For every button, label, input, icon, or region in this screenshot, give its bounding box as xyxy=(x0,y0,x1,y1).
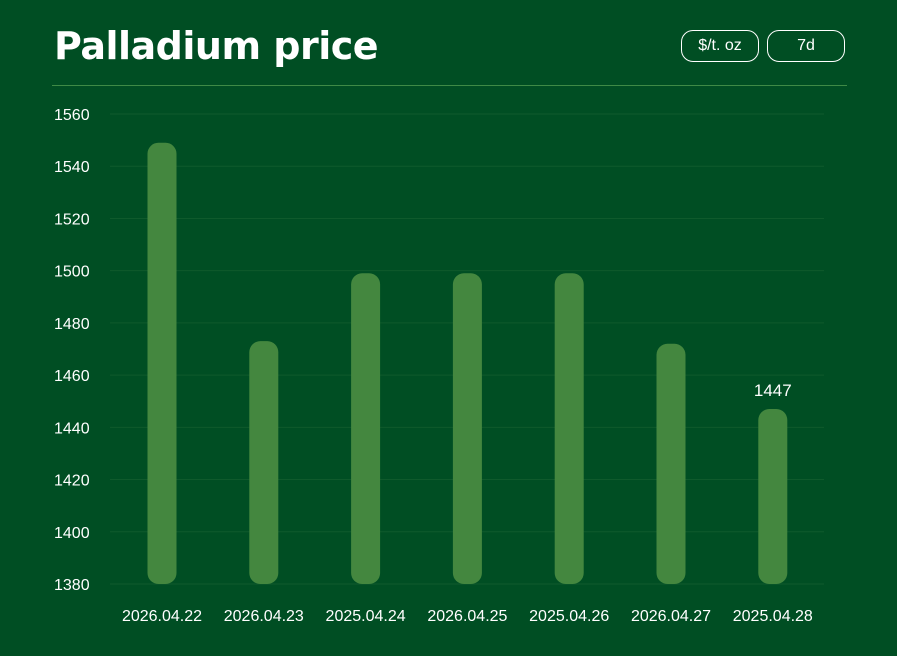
x-tick-label: 2026.04.23 xyxy=(224,608,304,625)
bar[interactable] xyxy=(351,273,381,584)
data-label: 1447 xyxy=(754,381,792,400)
x-tick-label: 2025.04.28 xyxy=(733,608,813,625)
bar[interactable] xyxy=(249,341,279,584)
bar[interactable] xyxy=(656,343,686,584)
unit-selector-button[interactable]: $/t. oz xyxy=(681,30,759,62)
data-labels: 1447 xyxy=(754,381,792,400)
x-tick-label: 2025.04.26 xyxy=(529,608,609,625)
y-tick-label: 1420 xyxy=(54,473,90,490)
y-tick-label: 1380 xyxy=(54,577,90,594)
y-tick-label: 1540 xyxy=(54,159,90,176)
y-tick-label: 1400 xyxy=(54,525,90,542)
y-tick-label: 1500 xyxy=(54,264,90,281)
bar[interactable] xyxy=(758,409,788,584)
y-tick-label: 1560 xyxy=(54,107,90,124)
time-range-button[interactable]: 7d xyxy=(767,30,845,62)
bars xyxy=(147,142,788,584)
bar[interactable] xyxy=(452,273,482,584)
x-tick-label: 2026.04.25 xyxy=(427,608,507,625)
x-tick-label: 2025.04.24 xyxy=(326,608,406,625)
header-divider xyxy=(52,85,847,86)
y-axis-ticks: 1380 1400 1420 1440 1460 1480 1500 1520 1540 1560 xyxy=(54,107,90,594)
x-tick-label: 2026.04.22 xyxy=(122,608,202,625)
y-tick-label: 1440 xyxy=(54,420,90,437)
x-tick-label: 2026.04.27 xyxy=(631,608,711,625)
y-tick-label: 1480 xyxy=(54,316,90,333)
bar[interactable] xyxy=(147,142,177,584)
y-tick-label: 1520 xyxy=(54,211,90,228)
page-title: Palladium price xyxy=(54,24,379,68)
bar[interactable] xyxy=(554,273,584,584)
x-axis-ticks: 2026.04.22 2026.04.23 2025.04.24 2026.04.25… xyxy=(122,608,813,625)
y-tick-label: 1460 xyxy=(54,368,90,385)
